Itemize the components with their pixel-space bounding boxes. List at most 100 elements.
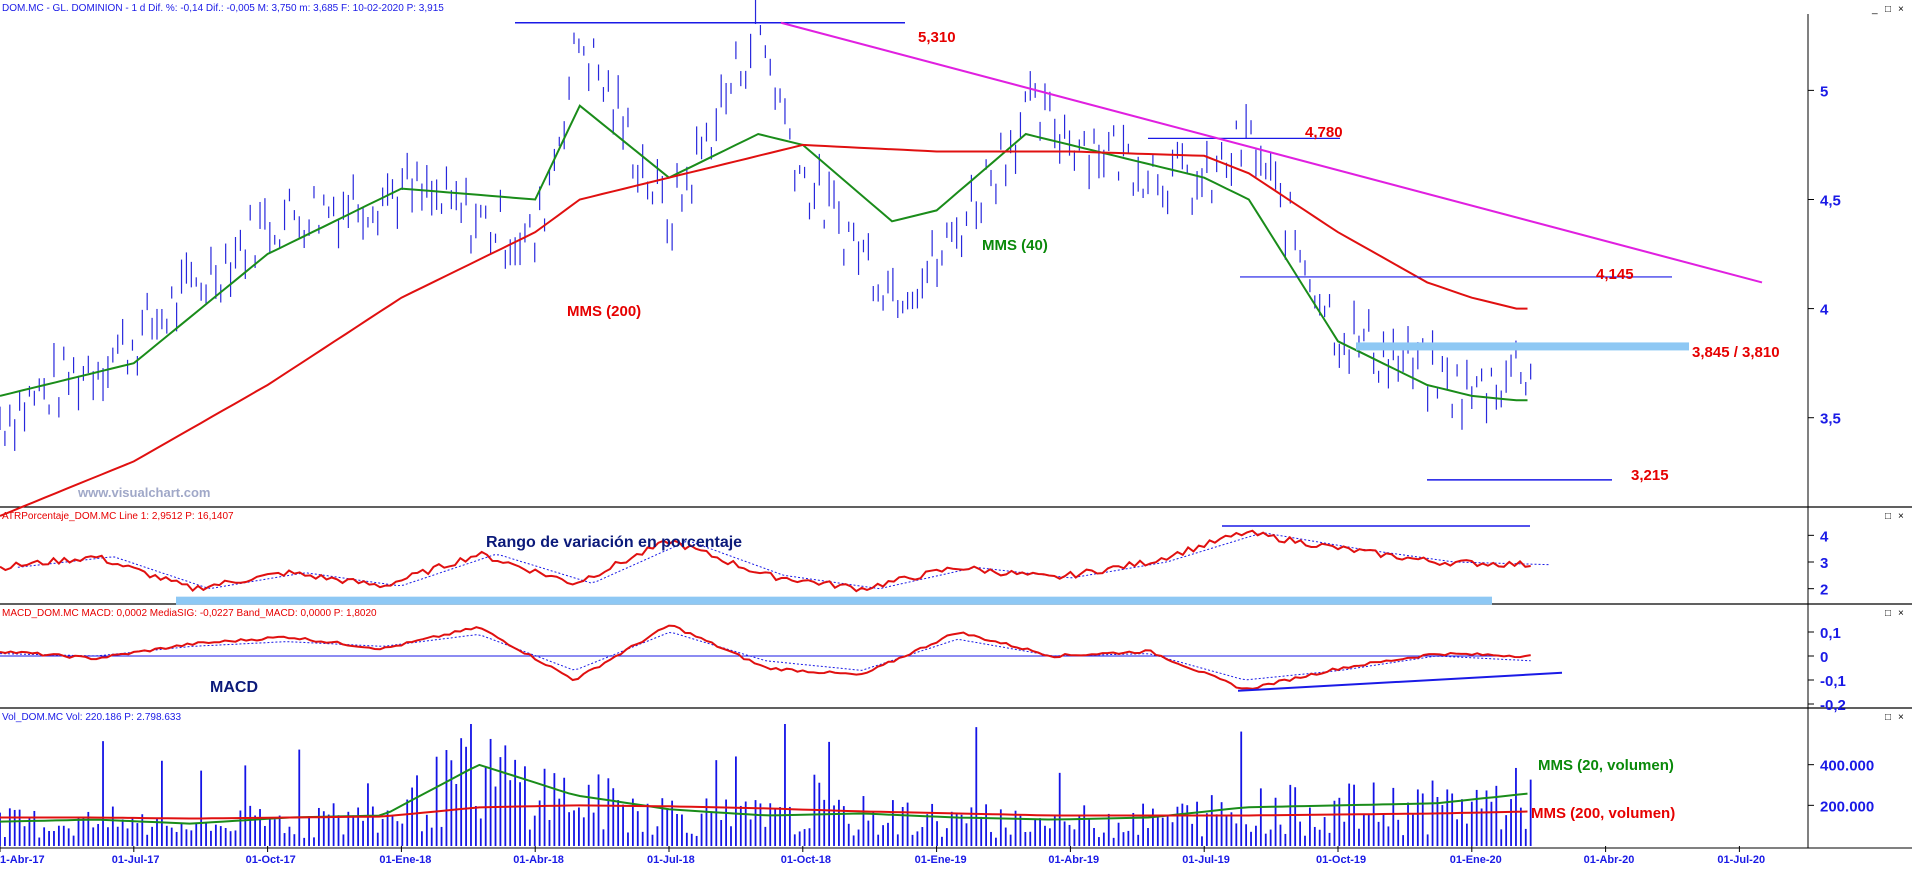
maximize-icon[interactable]: □ <box>1885 4 1891 15</box>
volume-bar <box>97 824 100 846</box>
volume-bar <box>1122 832 1125 846</box>
volume-bar <box>916 831 919 846</box>
volume-panel-window-buttons[interactable]: □ × <box>1885 712 1904 723</box>
macd-panel-window-buttons[interactable]: □ × <box>1885 608 1904 619</box>
volume-bar <box>1412 814 1414 846</box>
volume-bar <box>1137 834 1140 846</box>
volume-bar <box>764 826 767 846</box>
level-label-4780: 4,780 <box>1305 124 1343 141</box>
volume-bar <box>710 812 713 846</box>
volume-bar <box>1034 819 1037 846</box>
volume-bar <box>1161 817 1164 846</box>
volume-bar <box>1441 805 1444 846</box>
volume-bar <box>401 823 404 846</box>
minimize-icon[interactable]: _ <box>1871 4 1878 15</box>
x-tick-label: 01-Jul-18 <box>647 854 695 866</box>
volume-bar <box>67 828 70 846</box>
volume-bar <box>278 815 281 846</box>
volume-bar <box>823 799 826 846</box>
volume-y-tick-label: 400.000 <box>1820 758 1874 775</box>
maximize-icon[interactable]: □ <box>1885 608 1891 619</box>
volume-bar <box>1387 826 1390 846</box>
volume-bar <box>1255 825 1257 846</box>
volume-bar <box>833 805 835 846</box>
volume-bar <box>1245 824 1248 846</box>
macd-trend-line <box>1237 671 1563 692</box>
atr-y-tick-label: 2 <box>1820 582 1828 599</box>
volume-bar <box>264 825 266 846</box>
x-tick-label: 01-Oct-19 <box>1316 854 1366 866</box>
volume-bar <box>1230 812 1233 846</box>
volume-bar <box>857 829 860 846</box>
volume-bar <box>283 833 286 846</box>
resistance-zone <box>1356 342 1689 351</box>
volume-bar <box>126 828 129 846</box>
volume-bar <box>1088 818 1091 846</box>
volume-bar <box>224 827 227 846</box>
maximize-icon[interactable]: □ <box>1885 511 1891 522</box>
price-y-tick-label: 4 <box>1820 302 1829 319</box>
volume-bar <box>425 814 428 846</box>
volume-bar <box>872 811 875 846</box>
volume-bar <box>1078 814 1081 846</box>
volume-bar <box>1014 810 1017 846</box>
volume-bar <box>931 803 934 846</box>
volume-bar <box>411 787 414 846</box>
close-icon[interactable]: × <box>1898 712 1904 723</box>
volume-bar <box>396 821 399 846</box>
volume-bar <box>1323 817 1326 846</box>
volume-bar <box>8 808 11 846</box>
volume-bar <box>980 816 983 846</box>
volume-bar <box>1510 799 1512 846</box>
price-panel-window-buttons[interactable]: _ □ × <box>1871 4 1904 15</box>
volume-bar <box>200 770 203 846</box>
volume-bar <box>1333 800 1336 846</box>
mms40-label: MMS (40) <box>982 237 1048 254</box>
volume-bar <box>828 741 831 846</box>
volume-bar <box>631 798 634 846</box>
volume-bar <box>195 823 198 846</box>
volume-bar <box>798 831 801 846</box>
volume-bar <box>219 826 222 846</box>
volume-bar <box>666 808 669 846</box>
volume-bar <box>1505 815 1508 846</box>
volume-bar <box>1451 793 1454 846</box>
volume-bar <box>57 825 60 846</box>
volume-bar <box>72 835 75 846</box>
volume-bar <box>1470 801 1473 846</box>
volume-bar <box>1274 797 1277 846</box>
volume-bar <box>1416 789 1419 846</box>
volume-bar <box>558 798 561 846</box>
close-icon[interactable]: × <box>1898 608 1904 619</box>
volume-bar <box>62 825 65 846</box>
volume-bar <box>1392 787 1395 846</box>
volume-bar <box>1098 837 1100 846</box>
volume-bar <box>587 784 590 846</box>
volume-bar <box>1102 832 1105 846</box>
volume-bar <box>499 757 502 846</box>
volume-bar <box>509 780 512 846</box>
close-icon[interactable]: × <box>1898 511 1904 522</box>
volume-bar <box>116 826 119 846</box>
close-icon[interactable]: × <box>1898 4 1904 15</box>
atr-y-tick-label: 3 <box>1820 555 1828 572</box>
volume-bar <box>141 814 144 846</box>
atr-panel-window-buttons[interactable]: □ × <box>1885 511 1904 522</box>
volume-bar <box>735 756 737 846</box>
maximize-icon[interactable]: □ <box>1885 712 1891 723</box>
volume-bar <box>180 823 183 846</box>
volume-bar <box>744 801 747 846</box>
volume-bar <box>514 759 517 846</box>
volume-bar <box>1264 833 1267 846</box>
volume-bar <box>1461 799 1463 846</box>
volume-bar <box>38 837 41 846</box>
volume-bar <box>327 814 330 846</box>
volume-bar <box>965 823 968 846</box>
volume-bar <box>1500 829 1503 846</box>
volume-bar <box>852 835 855 846</box>
volume-bar <box>661 798 664 846</box>
x-tick-label: 01-Jul-20 <box>1717 854 1765 866</box>
volume-bar <box>357 807 360 846</box>
volume-bar <box>906 802 909 846</box>
